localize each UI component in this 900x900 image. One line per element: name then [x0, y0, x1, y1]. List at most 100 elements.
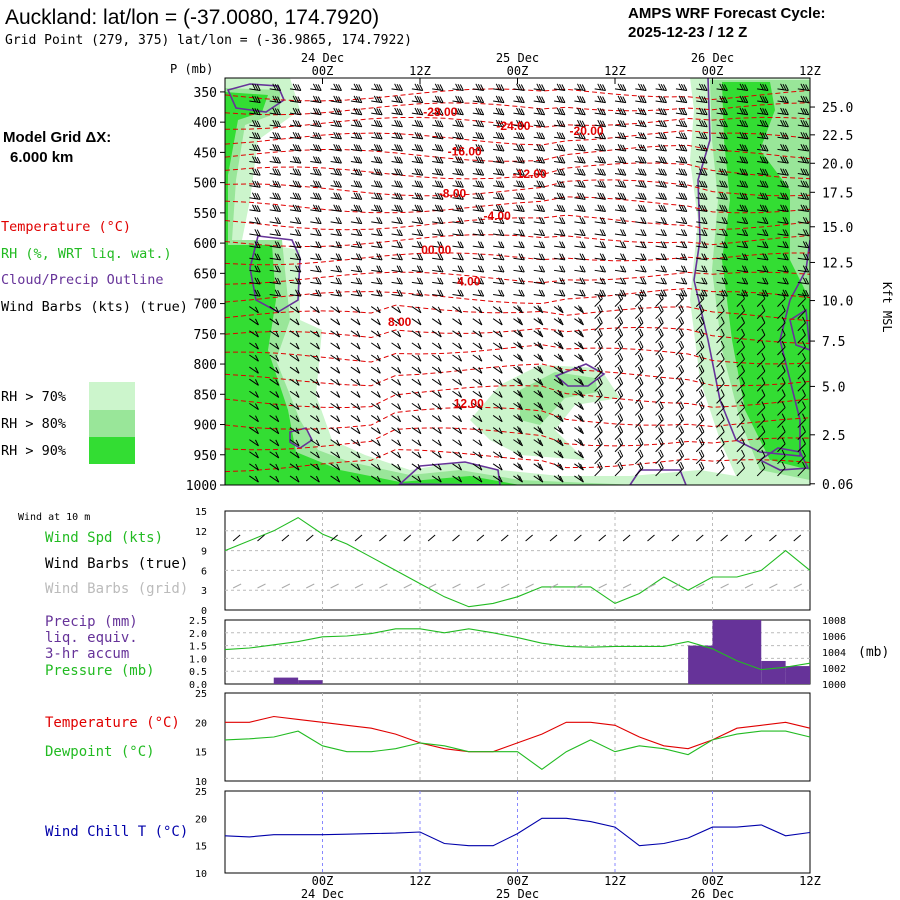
wind-barb	[411, 277, 424, 285]
wind-barb-flag	[295, 241, 299, 248]
wind-barb-flag	[556, 168, 561, 175]
wind-barb-staff	[777, 346, 786, 356]
wind-barb-flag	[741, 204, 746, 212]
wind-barb-flag	[639, 389, 644, 396]
wind-barb-flag	[256, 265, 261, 273]
wind-barb-flag	[761, 401, 766, 408]
wind-barb-flag	[723, 217, 728, 224]
wind-barb-flag	[721, 192, 726, 200]
wind-barb-flag	[338, 229, 342, 236]
wind-barb-flag	[579, 83, 584, 91]
wind-barb-flag	[437, 475, 442, 483]
temperature-contour-label: -4.00	[484, 209, 512, 223]
temperature-contour-label: 8.00	[388, 315, 412, 329]
wind-barb-flag	[541, 253, 546, 261]
wind-barb	[310, 131, 322, 140]
wind-barb-flag	[683, 108, 688, 115]
wind-barb-flag	[578, 474, 582, 481]
wind-barb-flag	[720, 316, 725, 324]
wind-barb	[472, 168, 485, 176]
wind-barb-staff	[472, 427, 483, 435]
wind-barb	[756, 328, 766, 344]
wind-barb-flag	[376, 451, 381, 459]
wind-barb-flag	[701, 144, 706, 151]
wind-barb-flag	[297, 193, 302, 200]
wind-barb-flag	[419, 168, 424, 176]
wind-barb	[452, 107, 464, 116]
wind-barb	[249, 390, 259, 398]
wind-barb-staff	[635, 173, 647, 176]
wind-barb	[411, 354, 422, 362]
wind-barb-flag	[784, 265, 789, 273]
top-date-label: 24 Dec	[301, 51, 344, 65]
wind-barb-staff	[330, 294, 342, 297]
wind-barb-flag	[683, 289, 688, 297]
wind-barb-staff	[432, 124, 444, 128]
wind-barb-flag	[561, 265, 566, 273]
wind-barb-flag	[274, 277, 279, 284]
wind-barb-flag	[417, 415, 422, 422]
wind-barb-staff	[777, 383, 786, 392]
bottom-time-label: 12Z	[604, 874, 626, 888]
wind-barb-flag	[561, 289, 566, 297]
wind-barb-flag	[416, 192, 421, 200]
wind-barb	[310, 306, 320, 314]
wind-barb-staff	[696, 160, 708, 164]
wind-barb	[574, 180, 586, 188]
wind-barb	[594, 352, 603, 368]
wind-barb	[736, 168, 749, 176]
wind-barb	[756, 365, 766, 380]
wind-barb-flag	[781, 425, 786, 432]
wind-barb-flag	[741, 449, 745, 457]
wind-barb-flag	[663, 241, 667, 248]
wind-barb-staff	[533, 245, 545, 249]
rh70-label: RH > 70%	[1, 389, 66, 405]
wind-barb-flag	[640, 229, 645, 236]
wind-barb	[635, 119, 647, 128]
wind-barb-flag	[579, 289, 584, 297]
wind-barb	[432, 180, 444, 188]
wind-barb-flag	[277, 217, 282, 224]
wind-barb-staff	[614, 160, 626, 164]
wind-barb-flag	[500, 265, 505, 273]
wind-barb-flag	[622, 205, 627, 212]
bottom-time-label: 12Z	[799, 874, 821, 888]
legend-cloud: Cloud/Precip Outline	[1, 272, 164, 288]
wind-barb-flag	[581, 120, 586, 128]
wind-barb-flag	[559, 83, 563, 91]
wind-barb-staff	[493, 148, 505, 152]
wind-barb-flag	[802, 365, 806, 372]
wind-barb-flag	[599, 156, 604, 163]
wind-barb-flag	[419, 181, 424, 188]
wind-barb-flag	[719, 131, 724, 139]
wind-barb-staff	[655, 383, 664, 392]
wind-barb-flag	[637, 83, 642, 91]
wind-barb-staff	[432, 88, 444, 92]
wind-barb-flag	[805, 144, 810, 152]
precip-pressure-panel: 0.00.51.01.52.02.510001002100410061008(m…	[189, 616, 889, 691]
wind-barb-flag	[620, 192, 624, 200]
wind-barb-flag	[723, 144, 728, 152]
wind-barb-flag	[336, 463, 341, 471]
wind-barb-staff	[716, 334, 725, 344]
wind-barb-flag	[741, 377, 745, 384]
wind-barb-staff	[675, 310, 684, 320]
wind-barb-staff	[289, 173, 301, 176]
surface-wind-barb-grid	[671, 583, 681, 589]
wind-barb-staff	[370, 378, 381, 386]
wind-barb-staff	[452, 197, 464, 200]
wind-barb-flag	[414, 95, 419, 103]
wind-barb-staff	[350, 330, 361, 338]
wind-barb-flag	[660, 108, 665, 115]
wind-barb-flag	[397, 318, 402, 326]
wind-barb-flag	[599, 192, 604, 200]
surface-wind-barb-true	[549, 534, 558, 542]
wind-barb-flag	[556, 156, 561, 163]
wind-barb-staff	[553, 475, 564, 483]
wind-barb-flag	[577, 83, 581, 91]
surface-wind-barb-grid	[720, 583, 729, 589]
wind-barb-staff	[553, 451, 564, 459]
wind-barb	[513, 119, 525, 128]
wind-barb-flag	[419, 205, 424, 212]
wind-barb-flag	[537, 438, 542, 445]
